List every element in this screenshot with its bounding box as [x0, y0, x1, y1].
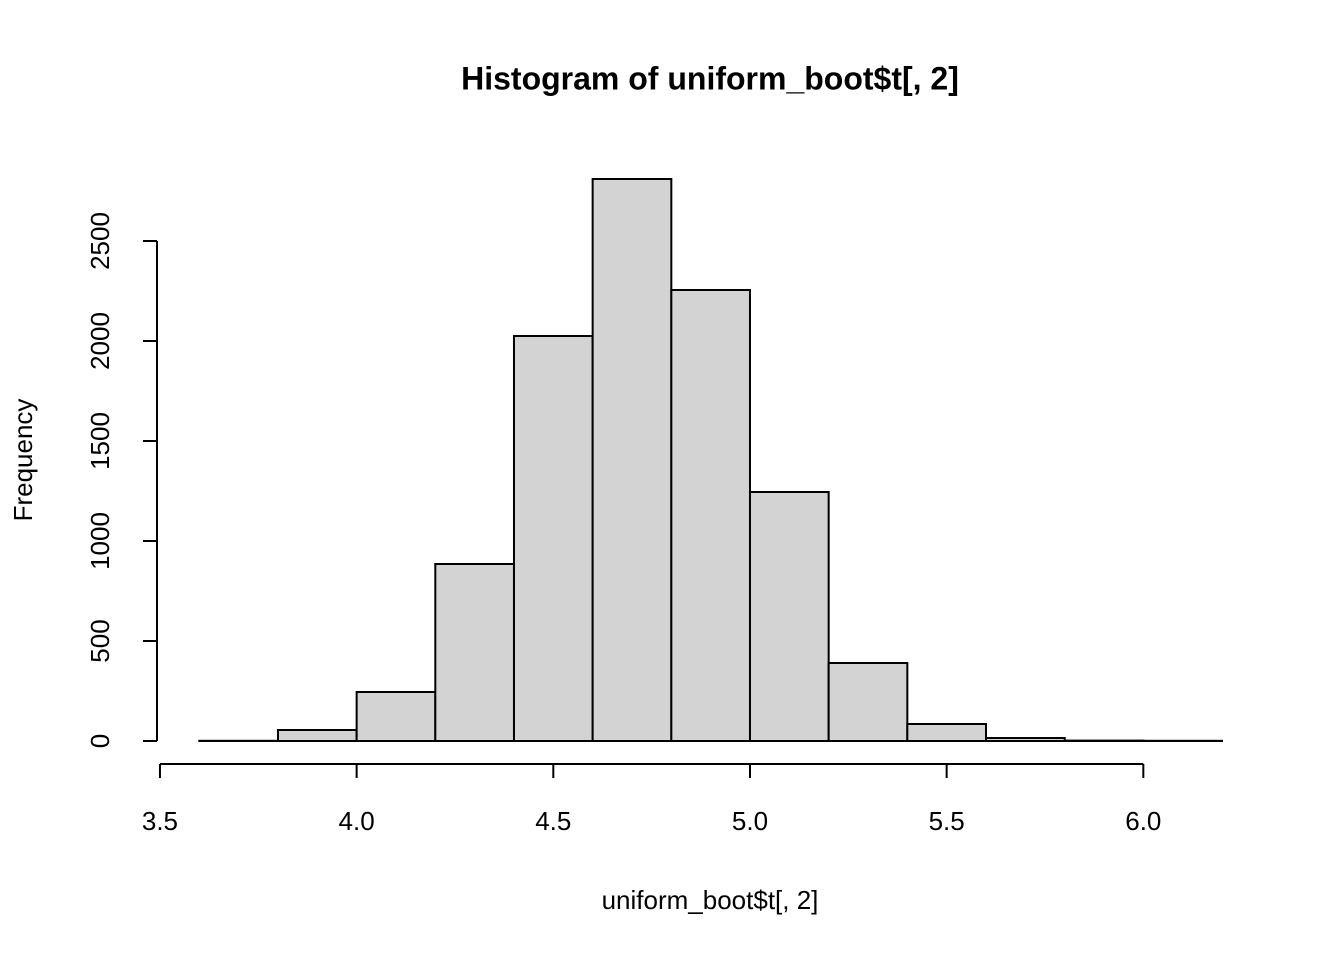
- bar: [591, 178, 673, 742]
- bar: [748, 491, 830, 742]
- bar: [434, 563, 515, 742]
- x-tick-label: 6.0: [1125, 806, 1161, 836]
- x-tick-label: 5.5: [929, 806, 965, 836]
- x-tick-label: 4.0: [339, 806, 375, 836]
- bar: [906, 723, 987, 742]
- x-axis-label: uniform_boot$t[, 2]: [602, 885, 819, 915]
- bar: [355, 691, 437, 742]
- x-tick-label: 4.5: [535, 806, 571, 836]
- y-tick-label: 1000: [85, 512, 115, 570]
- y-axis-label: Frequency: [8, 399, 38, 522]
- bar: [276, 729, 358, 742]
- bar: [670, 289, 751, 742]
- x-tick-label: 5.0: [732, 806, 768, 836]
- y-tick-label: 500: [85, 619, 115, 662]
- bar: [827, 662, 909, 742]
- y-tick-label: 1500: [85, 412, 115, 470]
- y-tick-label: 0: [85, 734, 115, 748]
- bar: [512, 335, 594, 742]
- bar: [984, 737, 1066, 742]
- y-tick-label: 2500: [85, 212, 115, 270]
- x-tick-label: 3.5: [142, 806, 178, 836]
- y-tick-label: 2000: [85, 312, 115, 370]
- chart-title: Histogram of uniform_boot$t[, 2]: [461, 60, 959, 96]
